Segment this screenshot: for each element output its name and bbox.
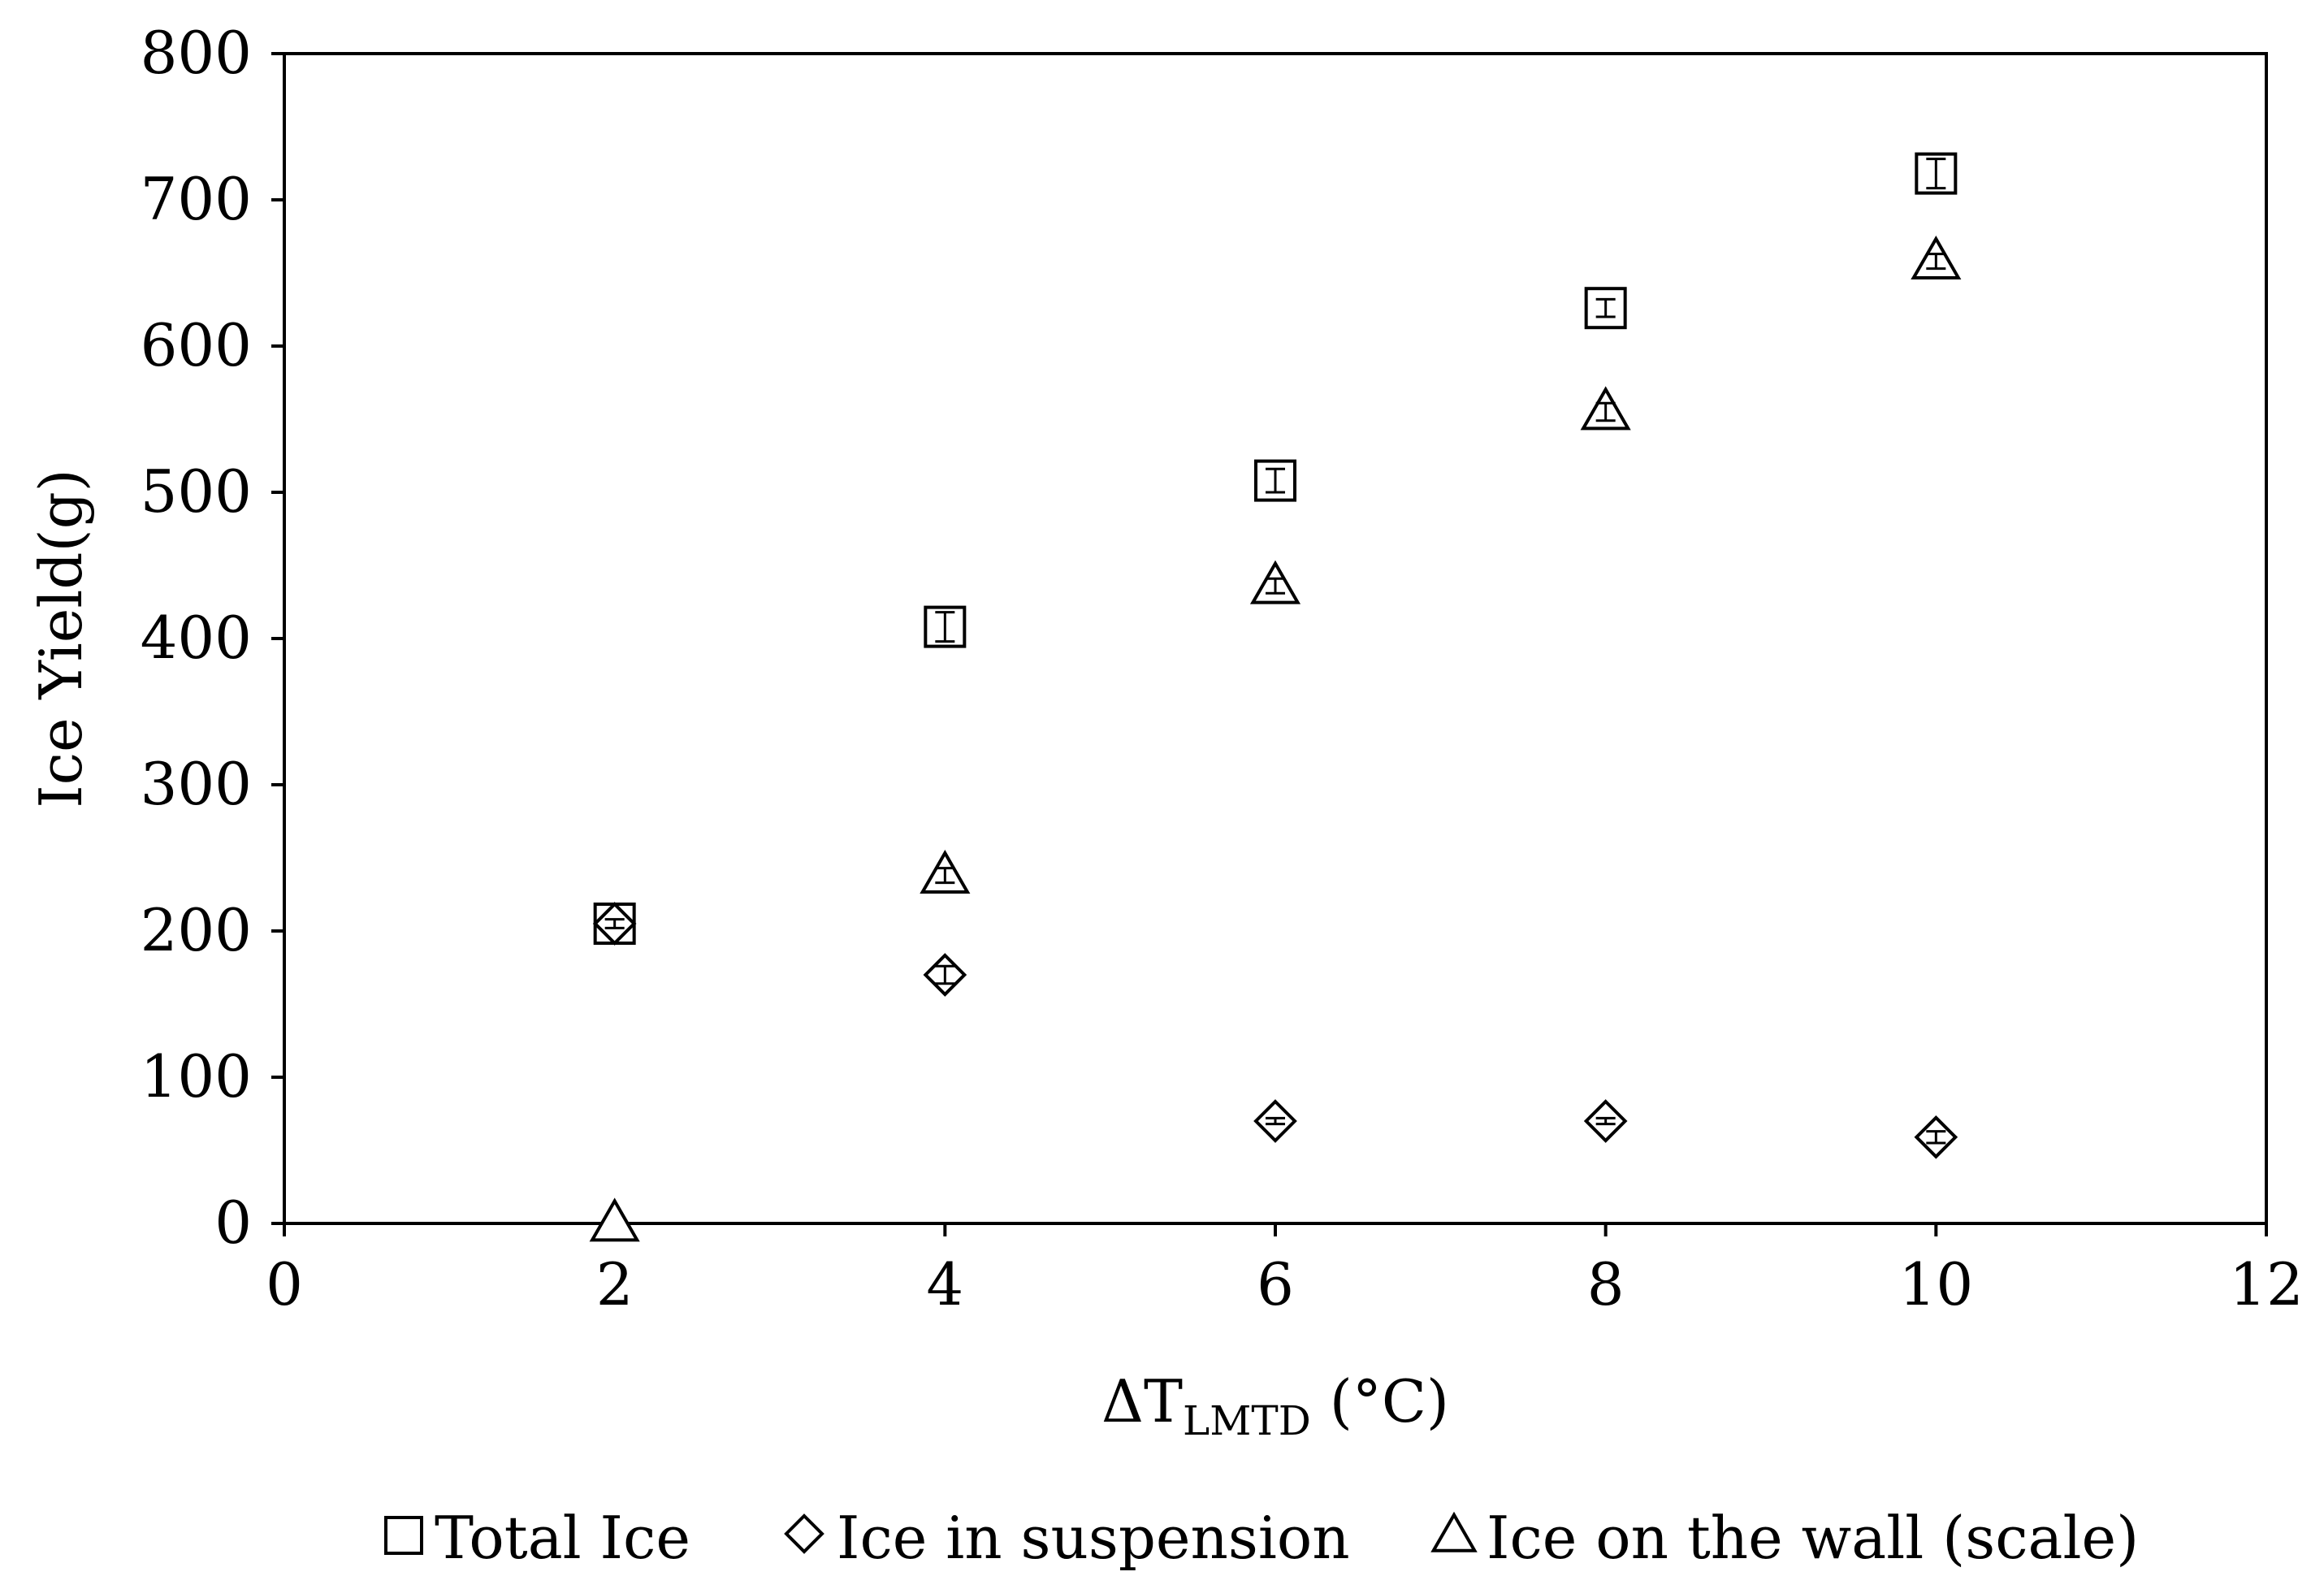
x-axis-title-subscript: LMTD: [1183, 1397, 1311, 1444]
y-tick-label: 100: [141, 1042, 252, 1111]
series-triangle: [589, 235, 1962, 1242]
legend-diamond-icon: [784, 1513, 824, 1554]
y-tick-label: 300: [141, 750, 252, 818]
x-tick-label: 6: [1257, 1250, 1294, 1318]
legend-marker-shape: [1430, 1511, 1478, 1552]
legend-triangle-icon: [1430, 1511, 1478, 1552]
y-axis-title: Ice Yield(g): [27, 469, 95, 808]
legend-label-ice-in-suspension: Ice in suspension: [837, 1504, 1350, 1572]
x-tick-label: 12: [2229, 1250, 2304, 1318]
x-tick-label: 4: [926, 1250, 963, 1318]
y-axis: 0 100 200 300 400 500 600 700 800: [141, 19, 284, 1257]
x-tick-label: 10: [1899, 1250, 1974, 1318]
x-axis: 0 2 4 6 8 10 12: [266, 1223, 2304, 1318]
y-tick-label: 500: [141, 457, 252, 526]
y-tick-label: 600: [141, 311, 252, 379]
legend-marker-shape: [784, 1513, 824, 1554]
legend: Total Ice Ice in suspension Ice on the w…: [384, 1504, 2139, 1572]
x-axis-title-main: ΔT: [1101, 1367, 1183, 1435]
x-axis-title-unit: (°C): [1311, 1367, 1449, 1435]
x-tick-label: 8: [1587, 1250, 1625, 1318]
series-diamond: [592, 902, 1958, 1159]
legend-label-ice-on-wall: Ice on the wall (scale): [1487, 1504, 2139, 1572]
y-tick-label: 200: [141, 896, 252, 964]
legend-marker-shape: [384, 1516, 423, 1555]
data-markers: [589, 152, 1962, 1242]
x-axis-title: ΔTLMTD (°C): [1101, 1367, 1449, 1444]
data-point-triangle: [589, 1197, 640, 1242]
plot-area-frame: [283, 52, 2268, 1225]
y-tick-label: 800: [141, 19, 252, 87]
y-tick-label: 700: [141, 165, 252, 233]
x-tick-label: 2: [596, 1250, 634, 1318]
y-tick-label: 0: [214, 1189, 252, 1257]
legend-label-total-ice: Total Ice: [435, 1504, 690, 1572]
legend-square-icon: [384, 1516, 423, 1555]
y-tick-label: 400: [141, 604, 252, 672]
series-square: [593, 152, 1958, 945]
x-tick-label: 0: [266, 1250, 303, 1318]
